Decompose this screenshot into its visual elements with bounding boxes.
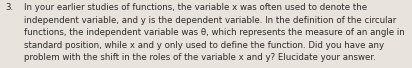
Text: independent variable, and y is the dependent variable. In the definition of the : independent variable, and y is the depen… bbox=[24, 16, 396, 25]
Text: functions, the independent variable was θ, which represents the measure of an an: functions, the independent variable was … bbox=[24, 28, 405, 37]
Text: In your earlier studies of functions, the variable x was often used to denote th: In your earlier studies of functions, th… bbox=[24, 3, 367, 12]
Text: problem with the shift in the roles of the variable x and y? Elucidate your answ: problem with the shift in the roles of t… bbox=[24, 53, 376, 62]
Text: standard position, while x and y only used to define the function. Did you have : standard position, while x and y only us… bbox=[24, 41, 384, 50]
Text: 3.: 3. bbox=[5, 3, 13, 12]
